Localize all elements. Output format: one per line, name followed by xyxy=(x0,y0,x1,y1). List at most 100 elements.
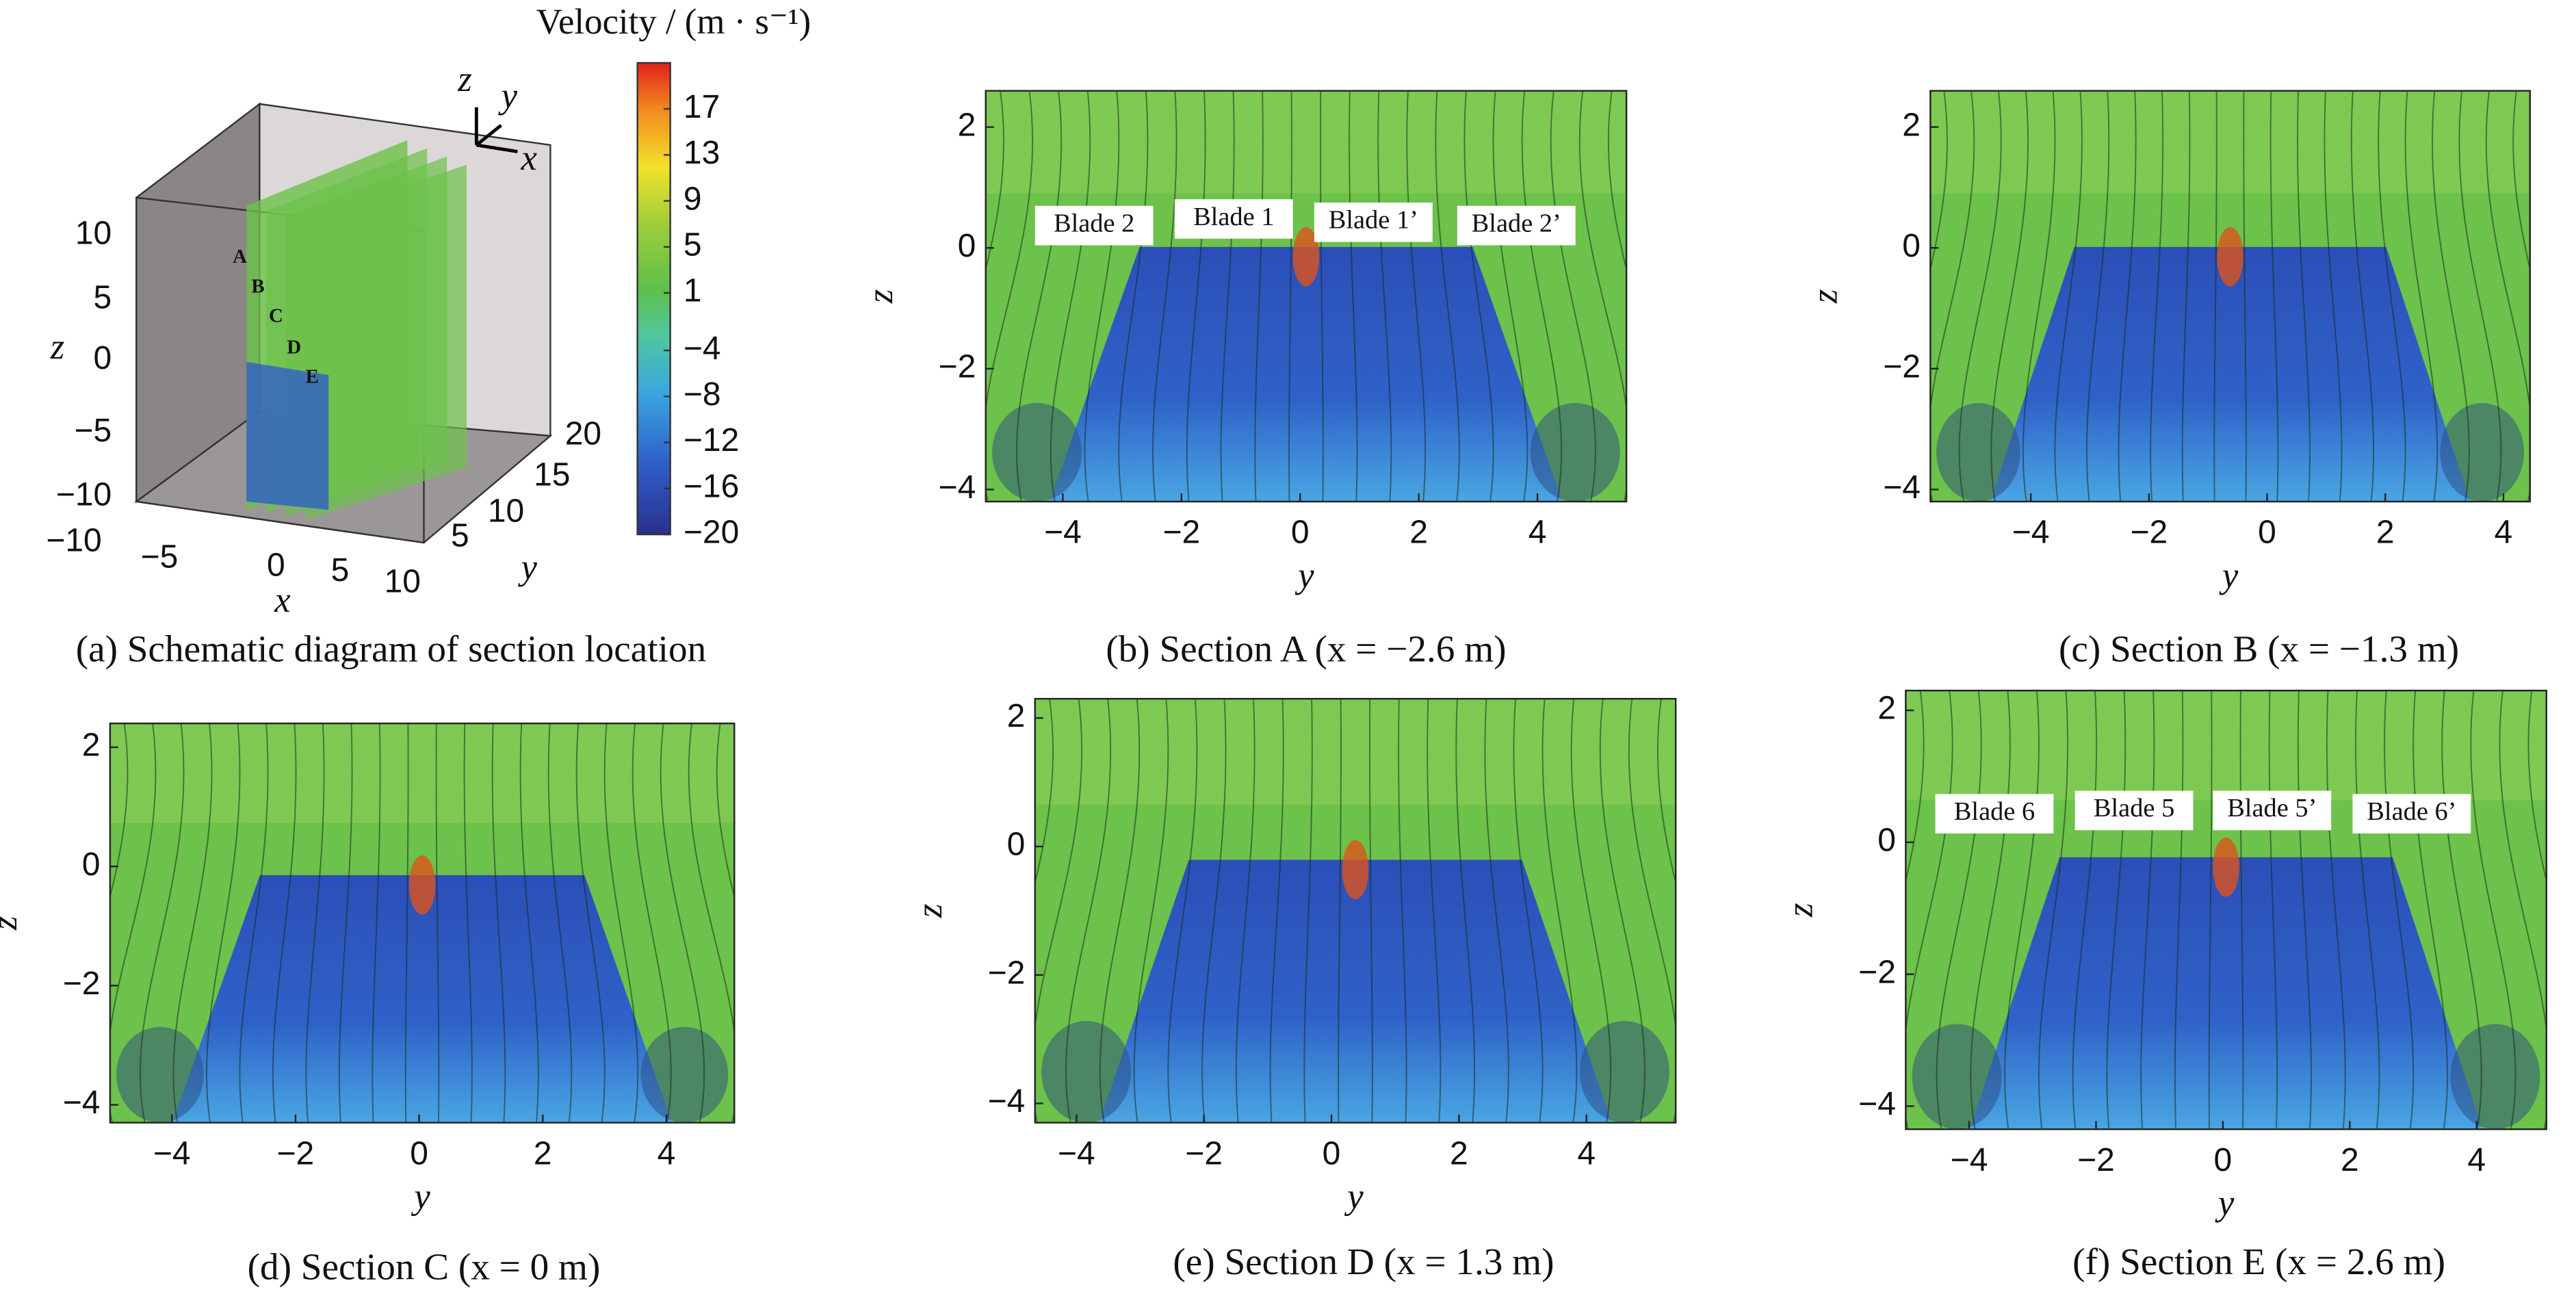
z-tick-label: −5 xyxy=(75,413,112,449)
colorbar xyxy=(636,62,671,536)
section-letter: D xyxy=(287,336,301,358)
streamline xyxy=(1398,699,1407,1123)
z-tick-label: 0 xyxy=(94,340,112,376)
field-glow xyxy=(1035,699,1676,805)
z-tick-label: −10 xyxy=(56,476,112,513)
colorbar-tick-label: 13 xyxy=(684,135,720,171)
streamline xyxy=(2022,90,2056,502)
streamline xyxy=(1269,699,1284,1123)
x-tick-label: 4 xyxy=(2495,515,2513,551)
streamline xyxy=(1570,699,1612,1123)
streamline xyxy=(2350,90,2375,502)
streamline xyxy=(1930,90,1975,502)
tip-vortex xyxy=(1936,402,2020,502)
x-tick-label: 4 xyxy=(2467,1142,2486,1178)
streamline xyxy=(2297,690,2312,1130)
plot-frame xyxy=(1905,689,2547,1130)
wake-region xyxy=(1990,246,2471,502)
streamline xyxy=(1152,90,1178,502)
x-tick-label: −2 xyxy=(2130,515,2168,551)
hub-jet xyxy=(1342,840,1369,900)
x-tick-label: 2 xyxy=(1450,1135,1468,1172)
field-glow xyxy=(109,723,735,824)
y-tick-label: 2 xyxy=(82,727,101,764)
y-tick-label: −4 xyxy=(1858,1086,1896,1122)
hub-jet xyxy=(2213,837,2239,897)
tip-vortex xyxy=(640,1026,729,1123)
streamline xyxy=(1513,699,1544,1123)
streamline xyxy=(1220,90,1235,502)
y-axis-label: z xyxy=(0,916,25,931)
streamline xyxy=(305,723,325,1123)
x-tick-label: −2 xyxy=(277,1135,315,1172)
streamline xyxy=(1492,90,1528,502)
streamline xyxy=(140,723,185,1123)
streamline xyxy=(239,723,269,1123)
y-tick-label: −2 xyxy=(1883,348,1921,385)
caption: (f) Section E (x = 2.6 m) xyxy=(2072,1241,2445,1282)
z-tick-label: 5 xyxy=(94,279,112,315)
colorbar-tick-label: 5 xyxy=(684,227,702,263)
x-tick-label: 10 xyxy=(385,564,421,600)
hub-jet xyxy=(408,855,436,915)
streamline xyxy=(338,723,353,1123)
y-tick-label: −4 xyxy=(939,469,976,506)
tip-vortex xyxy=(992,402,1082,502)
y-tick-label: −2 xyxy=(1858,954,1896,990)
streamline xyxy=(1484,699,1509,1123)
streamline xyxy=(1427,699,1442,1123)
streamline xyxy=(1550,90,1596,502)
streamline xyxy=(205,723,241,1123)
streamline xyxy=(1118,90,1149,502)
streamline xyxy=(2404,90,2438,502)
x-tick-label: 5 xyxy=(331,552,350,588)
velocity-field xyxy=(1035,699,1676,1123)
colorbar-tick-label: −16 xyxy=(684,468,739,504)
streamline xyxy=(603,723,639,1123)
streamline xyxy=(1349,90,1358,502)
plot-frame xyxy=(1034,697,1677,1124)
blade-label: Blade 6’ xyxy=(2367,797,2456,826)
streamline xyxy=(547,723,573,1123)
blade-label-box xyxy=(1457,205,1576,246)
caption: (a) Schematic diagram of section locatio… xyxy=(76,628,707,670)
streamline xyxy=(1099,699,1141,1123)
y-axis-label: z xyxy=(910,904,950,919)
tip-vortex xyxy=(116,1026,204,1123)
y-tick-label: 20 xyxy=(565,416,601,452)
blade-label: Blade 6 xyxy=(1954,797,2035,826)
blade-label-box xyxy=(1935,794,2054,834)
colorbar-tick-label: 17 xyxy=(684,89,720,125)
field-glow xyxy=(1930,90,2530,194)
x-axis-label: y xyxy=(1294,556,1314,595)
x-axis-label: y xyxy=(411,1177,430,1217)
y-tick-label: −4 xyxy=(988,1083,1026,1120)
triad-label: z xyxy=(457,60,472,99)
streamline xyxy=(1377,90,1392,502)
streamline xyxy=(2512,90,2530,272)
section-panel xyxy=(985,90,1628,503)
y-tick-label: 2 xyxy=(1902,107,1921,143)
y-axis-label: z xyxy=(1806,289,1845,305)
streamline xyxy=(985,90,1034,502)
streamline xyxy=(1455,699,1476,1123)
streamline xyxy=(272,723,297,1123)
streamline xyxy=(1936,690,1982,1130)
x-tick-label: 4 xyxy=(658,1135,676,1172)
caption: (c) Section B (x = −1.3 m) xyxy=(2059,628,2459,670)
y-tick-label: −2 xyxy=(988,955,1026,991)
x-tick-label: −4 xyxy=(1058,1135,1095,1172)
colorbar-title: Velocity / (m · s⁻¹) xyxy=(536,2,811,42)
streamline xyxy=(1463,90,1494,502)
streamline xyxy=(2378,90,2406,502)
streamline xyxy=(1435,90,1460,502)
streamline xyxy=(1254,90,1264,502)
y-tick-label: 0 xyxy=(1007,827,1026,863)
y-tick-label: 0 xyxy=(958,228,976,264)
y-tick-label: 2 xyxy=(1877,690,1896,727)
wake-region xyxy=(1099,859,1612,1123)
y-tick-label: 2 xyxy=(1007,698,1026,734)
streamline xyxy=(172,723,213,1123)
y-tick-label: −4 xyxy=(1883,469,1921,506)
tip-vortex xyxy=(1041,1020,1132,1123)
